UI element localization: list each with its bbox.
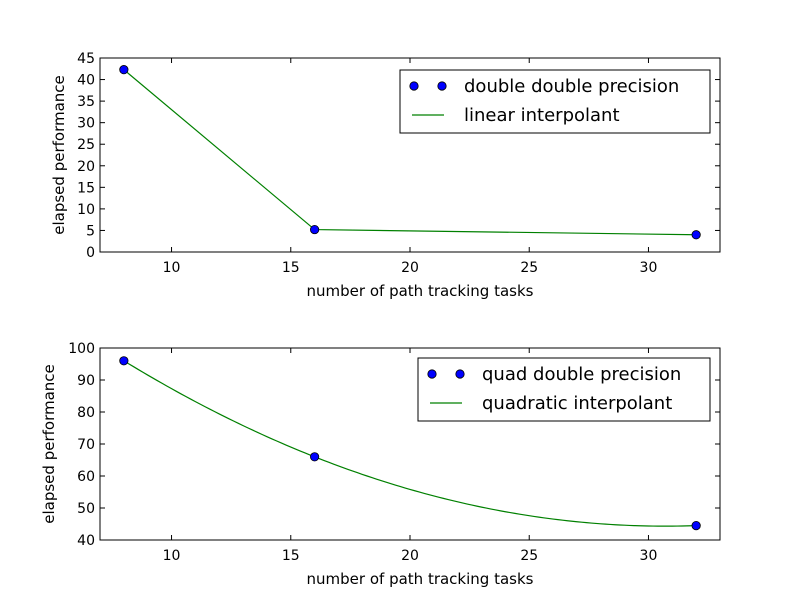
data-point (119, 356, 129, 366)
y-axis-label: elapsed performance (50, 75, 68, 235)
series-curve-2 (123, 360, 697, 527)
legend-label: double double precision (464, 76, 679, 97)
y-tick-label: 45 (77, 51, 95, 67)
y-tick-label: 10 (77, 202, 95, 218)
y-tick-label: 15 (77, 180, 95, 196)
y-tick-label: 100 (68, 341, 95, 357)
y-tick-label: 35 (77, 94, 95, 110)
x-tick-label: 25 (520, 548, 538, 564)
legend-label: quad double precision (482, 364, 681, 385)
y-tick-label: 20 (77, 159, 95, 175)
data-point (310, 452, 320, 462)
x-tick-label: 30 (640, 260, 658, 276)
y-tick-label: 30 (77, 116, 95, 132)
chart-panel-1: 10 15 20 25 30 0 5 10 15 20 25 30 35 40 45 number of pa… (50, 51, 721, 300)
x-tick-label: 20 (401, 260, 419, 276)
data-point (691, 230, 701, 240)
legend-label: linear interpolant (464, 105, 620, 126)
legend-label: quadratic interpolant (482, 393, 672, 414)
x-axis-label: number of path tracking tasks (307, 282, 534, 300)
data-point (310, 224, 320, 235)
y-tick-label: 0 (86, 245, 95, 261)
y-tick-label: 80 (77, 405, 95, 421)
y-tick-label: 40 (77, 533, 95, 549)
x-tick-label: 20 (401, 548, 419, 564)
x-tick-label: 10 (163, 260, 181, 276)
y-tick-label: 90 (77, 373, 95, 389)
y-tick-label: 5 (86, 223, 95, 239)
legend-marker (427, 369, 437, 379)
legend-box (417, 357, 711, 422)
x-axis-label: number of path tracking tasks (307, 570, 534, 588)
legend: double double precision linear interpolan… (399, 69, 711, 134)
x-tick-label: 15 (282, 260, 300, 276)
x-tick-label: 30 (640, 548, 658, 564)
y-tick-label: 50 (77, 501, 95, 517)
x-tick-label: 25 (520, 260, 538, 276)
x-tick-label: 15 (282, 548, 300, 564)
y-tick-label: 60 (77, 469, 95, 485)
legend-marker (409, 81, 419, 91)
chart-panel-2: 10 15 20 25 30 40 50 60 70 80 90 100 number of path … (40, 341, 721, 588)
y-tick-label: 25 (77, 137, 95, 153)
legend: quad double precision quadratic interpola… (417, 357, 711, 422)
data-point (691, 520, 701, 531)
data-point (119, 65, 129, 75)
legend-box (399, 69, 711, 134)
x-tick-label: 10 (163, 548, 181, 564)
y-axis-label: elapsed performance (40, 364, 58, 524)
legend-marker (455, 369, 465, 379)
y-tick-label: 70 (77, 437, 95, 453)
y-tick-label: 40 (77, 73, 95, 89)
legend-marker (437, 81, 447, 91)
